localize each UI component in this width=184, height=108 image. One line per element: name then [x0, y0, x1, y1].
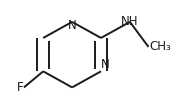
Text: N: N [100, 58, 109, 71]
Text: F: F [17, 81, 24, 94]
Text: NH: NH [121, 15, 139, 28]
Text: N: N [68, 19, 77, 32]
Text: CH₃: CH₃ [150, 40, 171, 53]
